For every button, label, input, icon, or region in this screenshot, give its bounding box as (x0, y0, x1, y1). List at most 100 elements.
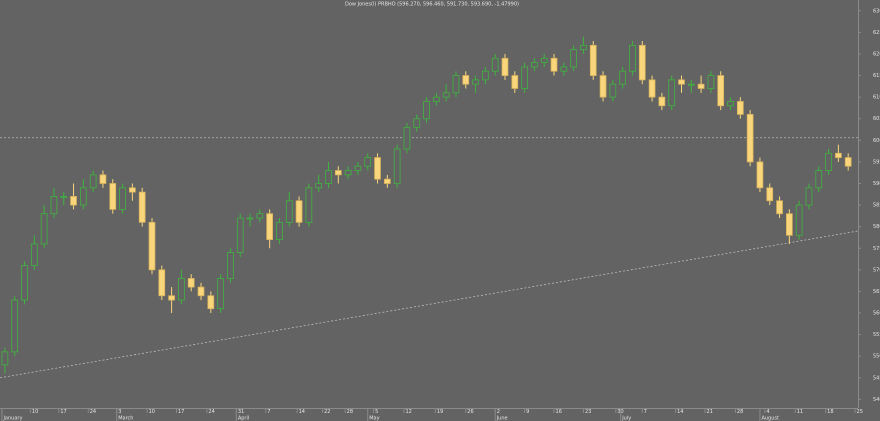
y-tick-label: 575 (873, 246, 880, 252)
candle-body (109, 183, 117, 210)
candle-body (648, 79, 656, 98)
x-tick-label: 4 (766, 409, 769, 415)
x-tick-label: 10 (32, 409, 38, 415)
x-tick-label: 26 (467, 409, 473, 415)
candle-body (756, 161, 764, 189)
candle-body (501, 57, 509, 76)
candle-body (30, 243, 38, 266)
y-tick-label: 585 (873, 203, 880, 209)
candle-body (217, 278, 224, 310)
candle-body (560, 66, 568, 72)
candle-body (766, 187, 774, 202)
candle-body (266, 213, 273, 241)
candle-body (629, 44, 636, 72)
candle-body (276, 221, 283, 241)
candle-body (305, 187, 313, 223)
candle-body (442, 92, 450, 98)
candle-body (168, 295, 175, 301)
x-tick-label: 2 (497, 409, 500, 415)
candle-body (786, 213, 793, 236)
x-tick-label: 16 (556, 409, 562, 415)
candle-body (354, 165, 362, 171)
candle-body (521, 66, 528, 89)
candle-body (491, 57, 499, 72)
candle-body (207, 295, 215, 310)
candle-body (256, 213, 264, 219)
candle-body (423, 101, 430, 120)
candle-body (285, 200, 293, 223)
candle-body (805, 187, 813, 206)
candle-body (482, 70, 489, 81)
candle-body (433, 96, 440, 102)
x-tick-label: 24 (208, 409, 214, 415)
candle-body (472, 79, 479, 85)
candle-body (609, 83, 617, 98)
candle-body (776, 200, 783, 215)
x-tick-label: 28 (347, 409, 353, 415)
candle-body (295, 200, 303, 223)
candle-body (844, 157, 852, 167)
candle-body (148, 221, 156, 271)
candle-body (619, 70, 627, 85)
candle-body (668, 79, 676, 107)
y-tick-label: 590 (873, 181, 880, 187)
candle-body (21, 265, 28, 301)
candle-body (550, 57, 558, 72)
y-tick-label: 540 (873, 397, 880, 403)
y-tick-label: 595 (873, 159, 880, 165)
month-label: April (238, 416, 249, 421)
candle-body (364, 157, 372, 167)
x-tick-label: 28 (737, 409, 743, 415)
candle-body (197, 286, 205, 297)
candle-body (187, 278, 195, 288)
chart-title: Dow Jones(I) PRBHO (596.270, 596.460, 59… (345, 2, 519, 8)
candle-body (315, 183, 323, 189)
y-tick-label: 615 (873, 73, 880, 79)
x-tick-label: 11 (797, 409, 803, 415)
y-tick-label: 570 (873, 267, 880, 273)
y-tick-label: 560 (873, 311, 880, 317)
candle-body (344, 170, 352, 176)
candle-body (658, 96, 666, 107)
candle-body (795, 204, 803, 236)
x-tick-label: 31 (238, 409, 244, 415)
candle-body (325, 170, 332, 184)
x-tick-label: 14 (299, 409, 305, 415)
candle-body (452, 75, 460, 94)
x-tick-label: 3 (118, 409, 121, 415)
y-tick-label: 580 (873, 224, 880, 230)
x-tick-label: 23 (585, 409, 591, 415)
candle-body (413, 118, 421, 128)
month-label: March (118, 416, 133, 421)
candle-body (11, 299, 19, 353)
month-label: January (2, 416, 22, 421)
candle-body (825, 152, 832, 171)
month-label: August (761, 416, 779, 421)
candle-body (80, 187, 87, 206)
x-tick-label: 18 (827, 409, 833, 415)
y-tick-label: 610 (873, 95, 880, 101)
x-tick-label: 21 (707, 409, 713, 415)
candle-body (99, 174, 107, 184)
x-tick-label: 22 (324, 409, 330, 415)
candle-body (70, 196, 77, 206)
candle-body (540, 57, 548, 64)
candle-body (697, 83, 705, 89)
candle-body (462, 75, 470, 85)
candle-body (746, 114, 754, 163)
x-tick-label: 12 (405, 409, 411, 415)
candle-body (599, 75, 607, 98)
candle-body (1, 351, 9, 366)
candle-body (374, 157, 381, 180)
y-tick-label: 625 (873, 30, 880, 36)
y-tick-label: 555 (873, 332, 880, 338)
candle-body (60, 196, 68, 198)
month-label: June (496, 416, 508, 421)
x-tick-label: 14 (677, 409, 683, 415)
x-tick-label: 25 (857, 409, 863, 415)
candle-body (736, 101, 744, 115)
y-tick-label: 600 (873, 138, 880, 144)
candle-body (50, 196, 58, 215)
